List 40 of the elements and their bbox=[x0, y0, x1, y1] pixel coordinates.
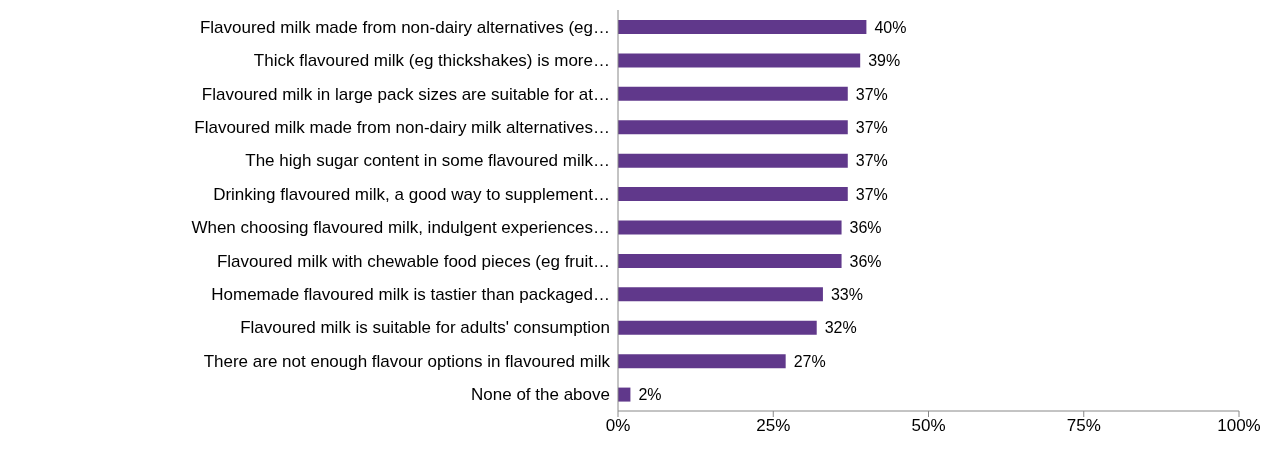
y-tick-label: The high sugar content in some flavoured milk… bbox=[245, 151, 610, 171]
bar bbox=[618, 53, 861, 68]
data-label: 37% bbox=[855, 185, 888, 203]
y-tick-label: Thick flavoured milk (eg thickshakes) is more… bbox=[253, 51, 610, 71]
bar bbox=[618, 287, 823, 302]
bar bbox=[618, 320, 817, 335]
data-label: 37% bbox=[855, 85, 888, 103]
data-label: 36% bbox=[849, 252, 882, 270]
data-label: 37% bbox=[855, 152, 888, 170]
x-tick-label: 100% bbox=[1217, 416, 1261, 436]
x-tick-label: 75% bbox=[1066, 416, 1101, 436]
data-label: 40% bbox=[874, 18, 907, 36]
y-tick-label: Homemade flavoured milk is tastier than packaged… bbox=[211, 285, 610, 305]
bar bbox=[618, 253, 842, 268]
data-label: 37% bbox=[855, 118, 888, 136]
y-tick-label: Flavoured milk made from non-dairy alternatives (eg… bbox=[199, 17, 610, 37]
y-tick-label: Flavoured milk is suitable for adults' consumption bbox=[240, 318, 610, 338]
y-tick-label: Drinking flavoured milk, a good way to supplement… bbox=[213, 184, 610, 204]
y-tick-label: Flavoured milk with chewable food pieces (eg fruit… bbox=[216, 251, 610, 271]
y-tick-label: Flavoured milk in large pack sizes are suitable for at… bbox=[201, 84, 610, 104]
data-label: 27% bbox=[793, 352, 826, 370]
bar bbox=[618, 187, 848, 202]
data-label: 39% bbox=[868, 52, 901, 70]
data-label: 36% bbox=[849, 219, 882, 237]
x-tick-label: 50% bbox=[911, 416, 946, 436]
data-label: 2% bbox=[638, 386, 662, 404]
bar bbox=[618, 354, 786, 369]
bar bbox=[618, 153, 848, 168]
bar bbox=[618, 120, 848, 135]
y-tick-label: None of the above bbox=[471, 385, 610, 405]
bar bbox=[618, 86, 848, 101]
data-label: 33% bbox=[830, 286, 863, 304]
y-tick-label: There are not enough flavour options in flavoured milk bbox=[203, 351, 611, 371]
y-tick-label: Flavoured milk made from non-dairy milk alternatives… bbox=[194, 117, 610, 137]
bar bbox=[618, 220, 842, 235]
data-label: 32% bbox=[824, 319, 857, 337]
bar bbox=[618, 20, 867, 34]
x-tick-label: 25% bbox=[756, 416, 791, 436]
x-tick-label: 0% bbox=[605, 416, 631, 436]
y-tick-label: When choosing flavoured milk, indulgent experiences… bbox=[191, 218, 610, 238]
